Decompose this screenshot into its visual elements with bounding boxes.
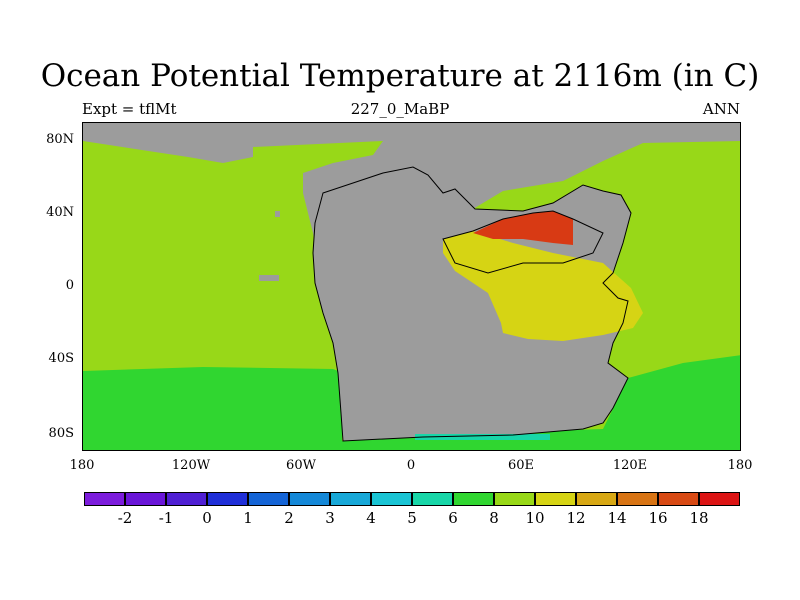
colorbar-swatch — [207, 492, 248, 506]
lat-label-40s: 40S — [48, 351, 74, 366]
lon-label-120e: 120E — [612, 458, 648, 473]
colorbar-swatch — [576, 492, 617, 506]
colorbar-label: 3 — [325, 509, 335, 527]
colorbar-swatch — [125, 492, 166, 506]
lat-label-80s: 80S — [48, 426, 74, 441]
colorbar-swatch — [166, 492, 207, 506]
coastline — [312, 166, 632, 442]
time-label: 227_0_MaBP — [350, 100, 450, 118]
colorbar-swatch — [330, 492, 371, 506]
island — [259, 275, 279, 281]
colorbar-label: 10 — [525, 509, 545, 527]
colorbar-label: -1 — [158, 509, 174, 527]
lat-label-40n: 40N — [46, 205, 74, 220]
lat-label-80n: 80N — [46, 132, 74, 147]
ocean-region-6 — [415, 434, 550, 440]
lon-label-60w: 60W — [286, 458, 316, 473]
lon-label-0: 0 — [406, 458, 416, 473]
colorbar-swatch — [412, 492, 453, 506]
lon-label-180e: 180 — [727, 458, 753, 473]
colorbar-label: 5 — [407, 509, 417, 527]
lat-label-0: 0 — [65, 278, 74, 293]
colorbar-label: 1 — [243, 509, 253, 527]
lon-label-120w: 120W — [171, 458, 211, 473]
colorbar-label: 6 — [448, 509, 458, 527]
colorbar-swatch — [699, 492, 740, 506]
colorbar-swatch — [535, 492, 576, 506]
lon-label-180w: 180 — [69, 458, 95, 473]
map-plot-area — [82, 122, 741, 451]
colorbar-label: 0 — [202, 509, 212, 527]
temperature-map — [83, 123, 740, 450]
colorbar — [84, 492, 740, 506]
colorbar-swatch — [84, 492, 125, 506]
ocean-region-12 — [443, 231, 643, 341]
island — [275, 211, 280, 217]
colorbar-swatch — [658, 492, 699, 506]
season-label: ANN — [702, 100, 740, 118]
colorbar-label: 18 — [689, 509, 709, 527]
colorbar-label: 12 — [566, 509, 586, 527]
colorbar-label: -2 — [117, 509, 133, 527]
colorbar-label: 16 — [648, 509, 668, 527]
ocean-region-16 — [473, 211, 573, 245]
map-title: Ocean Potential Temperature at 2116m (in… — [40, 58, 760, 94]
colorbar-label: 2 — [284, 509, 294, 527]
colorbar-swatch — [453, 492, 494, 506]
colorbar-label: 8 — [489, 509, 499, 527]
colorbar-label: 14 — [607, 509, 627, 527]
colorbar-swatch — [371, 492, 412, 506]
coastline-inner — [442, 210, 604, 274]
colorbar-swatch — [617, 492, 658, 506]
ocean-region-8 — [83, 355, 740, 450]
experiment-label: Expt = tflMt — [82, 100, 177, 118]
colorbar-swatch — [494, 492, 535, 506]
colorbar-label: 4 — [366, 509, 376, 527]
colorbar-swatch — [289, 492, 330, 506]
lon-label-60e: 60E — [507, 458, 535, 473]
colorbar-swatch — [248, 492, 289, 506]
